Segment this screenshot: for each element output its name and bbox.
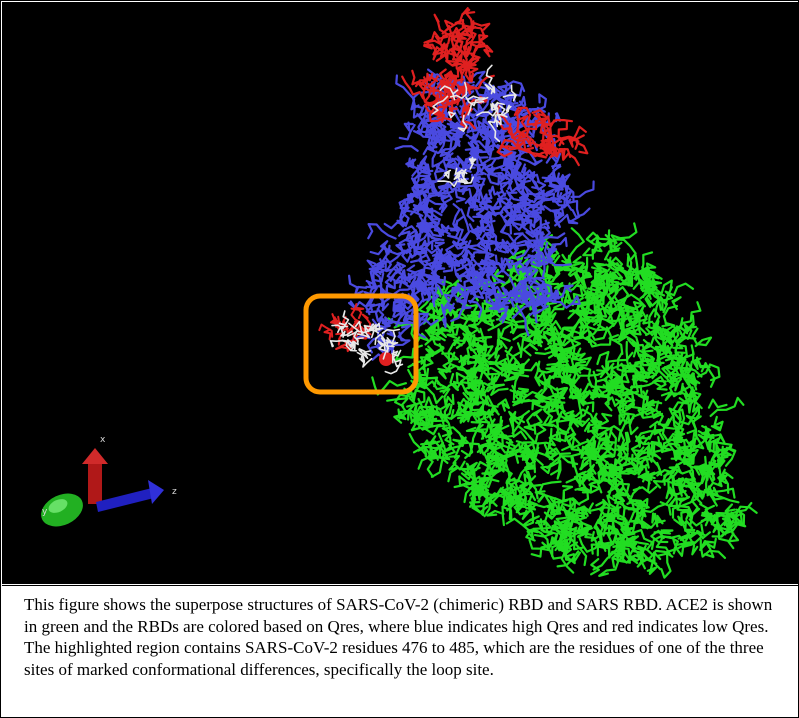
rbd-high-qres-structure — [348, 68, 595, 361]
x-axis-arrow: x — [82, 435, 108, 504]
figure-caption: This figure shows the superpose structur… — [2, 585, 798, 717]
intermediate-qres-residues — [329, 64, 517, 375]
molecular-structure-view: x z y — [2, 2, 798, 584]
y-axis-label: y — [42, 507, 48, 517]
black-background — [2, 2, 798, 584]
loop-site-highlight-box — [303, 293, 419, 395]
molecule-render: x z y — [2, 2, 798, 584]
z-axis-label: z — [172, 487, 177, 497]
z-axis-arrow: z — [96, 480, 177, 512]
loop-site-atom — [379, 352, 393, 366]
x-axis-label: x — [100, 435, 106, 445]
y-axis-arrow: y — [41, 493, 83, 527]
axis-indicator: x z y — [41, 435, 177, 527]
